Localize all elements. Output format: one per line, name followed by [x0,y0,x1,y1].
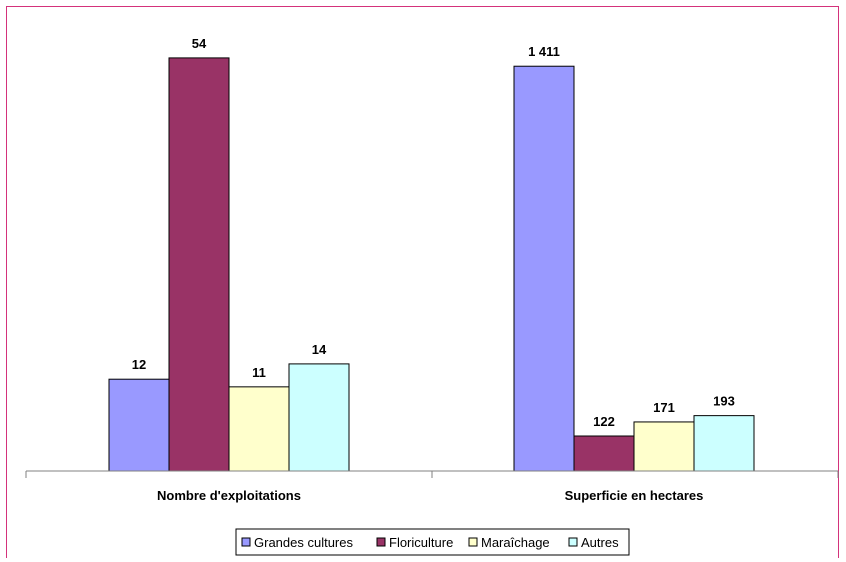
category-label-nombre-exploitations: Nombre d'exploitations [157,488,301,503]
legend-label-grandes-cultures: Grandes cultures [254,535,353,550]
bar-superficie-en-hectares-grandes-cultures [513,65,575,472]
legend-box [235,528,630,556]
legend-label-maraichage: Maraîchage [481,535,550,550]
value-labels-layer: 12 54 11 14 1 411 122 171 193 [132,36,735,429]
legend-swatch-floriculture [376,537,386,547]
value-label-superficie-en-hectares-autres: 193 [713,394,735,409]
bar-nombre-d-exploitations-autres [288,363,350,472]
chart-frame [6,6,839,558]
value-label-nombre-d-exploitations-grandes-cultures: 12 [132,357,146,372]
category-label-superficie-hectares: Superficie en hectares [565,488,704,503]
bar-superficie-en-hectares-maraichage [633,421,695,472]
value-label-superficie-en-hectares-grandes-cultures: 1 411 [528,44,560,59]
bar-nombre-d-exploitations-floriculture [168,57,230,472]
bar-superficie-en-hectares-autres [693,415,755,472]
value-label-nombre-d-exploitations-autres: 14 [312,342,327,357]
legend-label-autres: Autres [581,535,619,550]
bars-layer [108,57,755,472]
legend-swatch-autres [568,537,578,547]
value-label-superficie-en-hectares-floriculture: 122 [593,414,615,429]
value-label-nombre-d-exploitations-floriculture: 54 [192,36,207,51]
legend-swatch-grandes-cultures [241,537,251,547]
bar-superficie-en-hectares-floriculture [573,435,635,472]
value-label-nombre-d-exploitations-maraichage: 11 [252,365,266,380]
legend-swatch-maraichage [468,537,478,547]
legend-label-floriculture: Floriculture [389,535,453,550]
bar-nombre-d-exploitations-maraichage [228,386,290,472]
legend: Grandes cultures Floriculture Maraîchage… [235,528,630,556]
bar-nombre-d-exploitations-grandes-cultures [108,378,170,472]
value-label-superficie-en-hectares-maraichage: 171 [653,400,675,415]
